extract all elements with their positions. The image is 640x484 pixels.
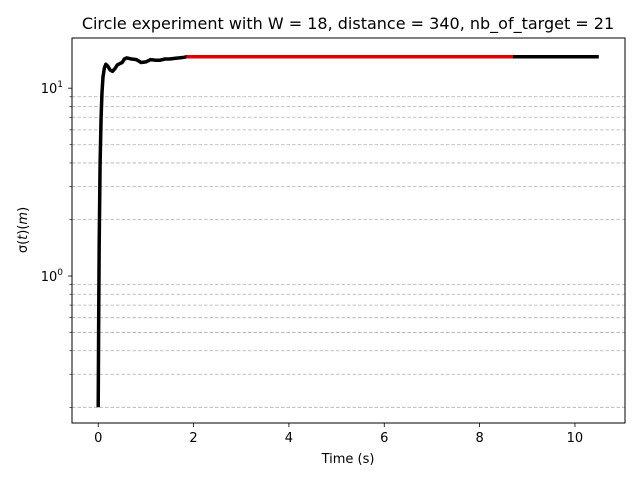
- series-group: [96, 55, 599, 408]
- x-tick-label: 6: [380, 431, 388, 446]
- x-axis: 0 2 4 6 8 10: [94, 423, 583, 446]
- series-line-sigma: [96, 55, 599, 408]
- y-tick-label: 101: [41, 80, 63, 97]
- x-tick-label: 10: [567, 431, 584, 446]
- plot-frame: [71, 37, 626, 424]
- y-tick-label: 100: [41, 268, 64, 285]
- y-axis-label: σ(t)(m): [16, 207, 31, 253]
- x-tick-label: 4: [285, 431, 293, 446]
- y-axis-label-var: t: [16, 234, 31, 240]
- y-axis-label-end: ): [16, 207, 31, 212]
- x-tick-label: 2: [189, 431, 197, 446]
- x-tick-label: 0: [94, 431, 102, 446]
- y-axis-label-mid: )(: [16, 225, 31, 235]
- x-axis-label: Time (s): [321, 452, 375, 467]
- x-tick-label: 8: [475, 431, 483, 446]
- grid: [72, 96, 625, 408]
- y-axis: 100 101: [41, 80, 72, 408]
- chart-title: Circle experiment with W = 18, distance …: [82, 14, 614, 34]
- y-axis-label-main: σ(: [16, 240, 31, 253]
- y-axis-label-unit: m: [16, 212, 31, 225]
